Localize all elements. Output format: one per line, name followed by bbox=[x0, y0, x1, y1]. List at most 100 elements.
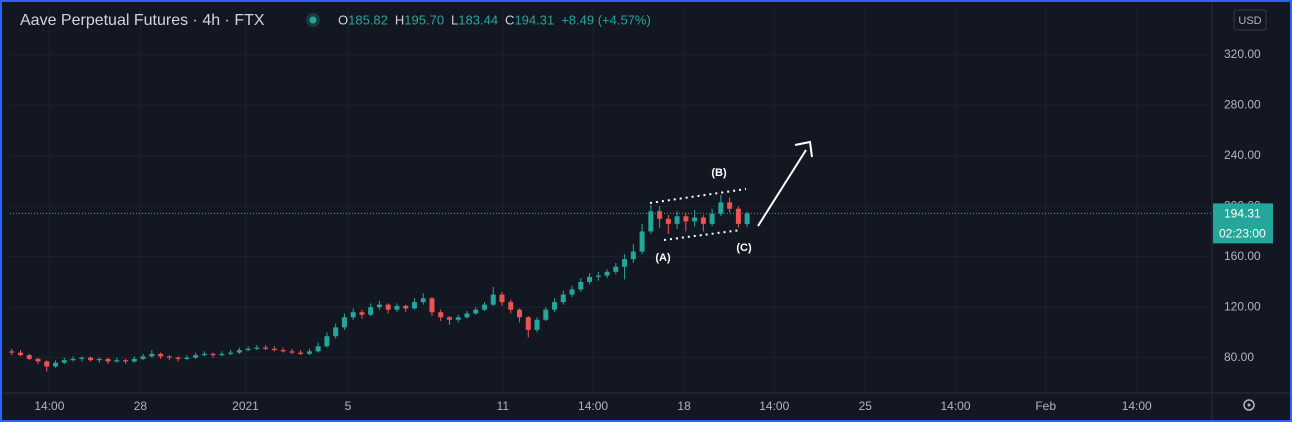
candle-body bbox=[473, 309, 479, 314]
ohlc-key: C bbox=[505, 12, 514, 27]
candle-body bbox=[438, 312, 444, 318]
y-tick-label: 320.00 bbox=[1224, 47, 1261, 61]
candle-body bbox=[674, 216, 680, 224]
candle-body bbox=[543, 309, 549, 320]
ohlc-key: L bbox=[451, 12, 458, 27]
candle-body bbox=[219, 353, 225, 356]
candle-body bbox=[517, 309, 523, 318]
candle-body bbox=[394, 305, 400, 310]
candle-body bbox=[350, 312, 356, 318]
chart-title: Aave Perpetual Futures · 4h · FTX bbox=[20, 12, 265, 29]
arrow-line bbox=[757, 149, 807, 227]
x-tick-label: 2021 bbox=[232, 399, 259, 413]
candle-body bbox=[341, 317, 347, 328]
candle-body bbox=[587, 276, 593, 282]
candle-body bbox=[376, 304, 382, 308]
ohlc-key: O bbox=[338, 12, 348, 27]
candle-body bbox=[429, 298, 435, 313]
candle-body bbox=[534, 319, 540, 330]
candle-body bbox=[131, 358, 137, 362]
candle-body bbox=[411, 302, 417, 309]
candle-body bbox=[727, 202, 733, 209]
x-tick-label: 14:00 bbox=[759, 399, 789, 413]
candle-body bbox=[692, 217, 698, 222]
candle-body bbox=[604, 271, 610, 276]
grid bbox=[10, 8, 1212, 393]
currency: USD bbox=[1238, 15, 1261, 27]
candle-body bbox=[61, 360, 67, 363]
candle-body bbox=[114, 360, 120, 362]
candle-body bbox=[481, 304, 487, 310]
last-price-box bbox=[1213, 203, 1273, 244]
channel-top bbox=[649, 188, 747, 204]
candle-body bbox=[105, 358, 111, 362]
x-tick-label: 14:00 bbox=[578, 399, 608, 413]
candle-body bbox=[499, 294, 505, 303]
candle-body bbox=[630, 251, 636, 260]
x-tick-label: 28 bbox=[134, 399, 148, 413]
candle-body bbox=[744, 213, 750, 225]
x-tick-label: 11 bbox=[497, 399, 510, 413]
candle-body bbox=[140, 356, 146, 359]
axes: 80.00120.00160.00200.00240.00280.00320.0… bbox=[34, 47, 1261, 413]
ohlc-value: 195.70 bbox=[404, 12, 444, 27]
settings-icon[interactable] bbox=[1243, 399, 1255, 411]
y-tick-label: 120.00 bbox=[1224, 299, 1261, 313]
candle-body bbox=[718, 202, 724, 214]
candle-body bbox=[245, 348, 251, 351]
candle-body bbox=[735, 208, 741, 224]
candle-body bbox=[123, 360, 129, 362]
candle-body bbox=[613, 266, 619, 272]
candle-body bbox=[193, 355, 199, 358]
y-tick-label: 160.00 bbox=[1224, 249, 1261, 263]
candle-body bbox=[44, 361, 50, 367]
x-tick-label: 14:00 bbox=[1122, 399, 1152, 413]
candle-body bbox=[271, 348, 277, 351]
candle-body bbox=[508, 302, 514, 310]
candle-body bbox=[359, 312, 365, 315]
candle-body bbox=[96, 358, 102, 361]
candle-body bbox=[70, 358, 76, 361]
status-dot bbox=[309, 16, 317, 24]
gear-center[interactable] bbox=[1247, 403, 1251, 407]
candle-body bbox=[158, 353, 164, 357]
candle-body bbox=[595, 275, 601, 277]
ohlc-value: 183.44 bbox=[458, 12, 498, 27]
candle-body bbox=[657, 211, 663, 219]
candle-body bbox=[403, 305, 409, 309]
annotation: (C) bbox=[736, 242, 752, 254]
x-tick-label: Feb bbox=[1035, 399, 1056, 413]
candle-body bbox=[709, 213, 715, 224]
candle-body bbox=[254, 347, 260, 349]
candle-body bbox=[175, 357, 181, 359]
candle-body bbox=[306, 351, 312, 354]
x-tick-label: 25 bbox=[859, 399, 873, 413]
candle-body bbox=[385, 304, 391, 310]
candle-body bbox=[683, 216, 689, 222]
candles bbox=[9, 194, 1212, 372]
annotation: (B) bbox=[711, 167, 727, 179]
ohlc-legend: O 185.82 H 195.70 L 183.44 C 194.31 +8.49 (+4.57… bbox=[338, 12, 651, 27]
candle-body bbox=[18, 352, 24, 356]
gear[interactable] bbox=[1243, 399, 1255, 411]
x-tick-label: 14:00 bbox=[940, 399, 970, 413]
candle-body bbox=[149, 353, 155, 357]
change: +8.49 (+4.57%) bbox=[561, 12, 651, 27]
x-tick-label: 5 bbox=[345, 399, 352, 413]
last-price-label: 194.31 bbox=[1224, 207, 1261, 221]
ohlc-value: 185.82 bbox=[348, 12, 388, 27]
candle-body bbox=[569, 289, 575, 295]
candle-body bbox=[368, 307, 374, 315]
candle-body bbox=[560, 294, 566, 303]
candle-body bbox=[552, 302, 558, 310]
candle-body bbox=[166, 356, 172, 358]
candle-body bbox=[665, 218, 671, 224]
candle-body bbox=[490, 294, 496, 305]
candle-body bbox=[324, 336, 330, 347]
candle-body bbox=[26, 355, 32, 359]
y-tick-label: 240.00 bbox=[1224, 148, 1261, 162]
candle-body bbox=[236, 350, 242, 353]
candle-body bbox=[289, 351, 295, 353]
